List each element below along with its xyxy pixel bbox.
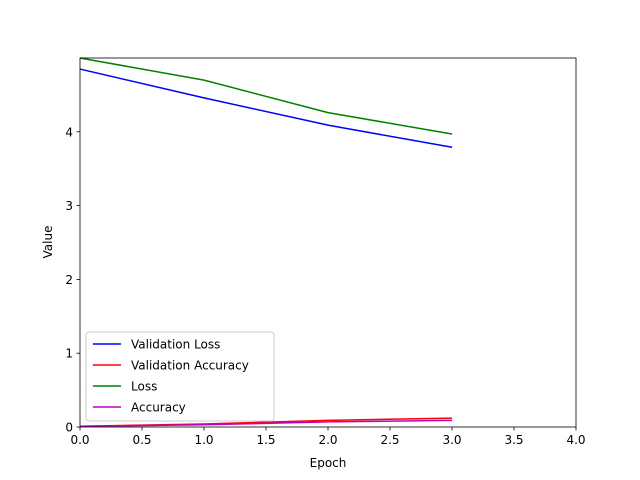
x-tick-label-0: 0.0 xyxy=(70,433,89,447)
y-tick-label-3: 3 xyxy=(65,199,73,213)
y-tick-label-2: 2 xyxy=(65,273,73,287)
x-tick-label-8: 4.0 xyxy=(566,433,585,447)
x-tick-label-7: 3.5 xyxy=(504,433,523,447)
x-tick-label-4: 2.0 xyxy=(318,433,337,447)
y-tick-label-0: 0 xyxy=(65,421,73,435)
y-tick-label-4: 4 xyxy=(65,125,73,139)
x-tick-label-1: 0.5 xyxy=(132,433,151,447)
series-line-3 xyxy=(79,419,453,428)
y-axis-label: Value xyxy=(41,226,55,259)
legend-label-1: Validation Accuracy xyxy=(131,359,249,373)
series-line-2 xyxy=(79,57,453,135)
x-tick-label-5: 2.5 xyxy=(380,433,399,447)
legend-label-3: Accuracy xyxy=(131,401,186,415)
series-layer xyxy=(79,57,453,428)
y-tick-label-1: 1 xyxy=(65,347,73,361)
series-line-0 xyxy=(79,68,453,149)
x-tick-label-6: 3.0 xyxy=(442,433,461,447)
x-tick-label-2: 1.0 xyxy=(194,433,213,447)
legend: Validation Loss Validation Accuracy Loss Ac… xyxy=(85,331,275,422)
x-axis-label: Epoch xyxy=(310,456,347,470)
axes-layer: 0.0 0.5 1.0 1.5 2.0 2.5 3.0 3.5 4.0 0 1 2 3 4 xyxy=(65,57,586,447)
legend-label-2: Loss xyxy=(131,380,157,394)
legend-frame xyxy=(85,331,275,422)
legend-label-0: Validation Loss xyxy=(131,338,220,352)
x-tick-label-3: 1.5 xyxy=(256,433,275,447)
